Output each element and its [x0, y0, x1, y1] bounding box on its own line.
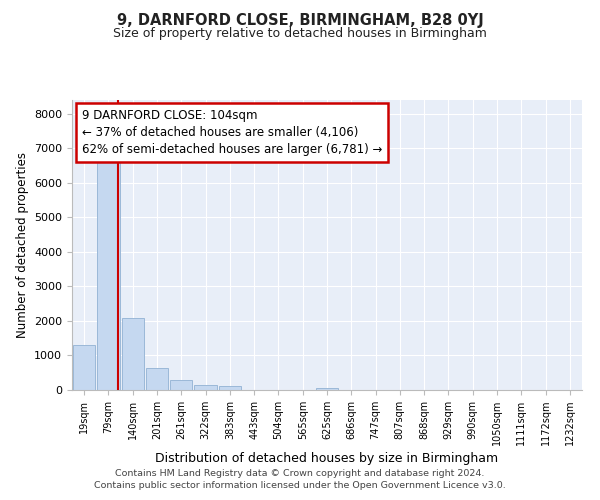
Bar: [316, 388, 338, 390]
Bar: [73, 345, 95, 390]
Bar: [97, 162, 119, 390]
Bar: [218, 386, 241, 390]
Text: 9 DARNFORD CLOSE: 104sqm
← 37% of detached houses are smaller (4,106)
62% of sem: 9 DARNFORD CLOSE: 104sqm ← 37% of detach…: [82, 108, 383, 156]
Bar: [170, 380, 193, 390]
Text: Contains HM Land Registry data © Crown copyright and database right 2024.
Contai: Contains HM Land Registry data © Crown c…: [94, 468, 506, 490]
Bar: [194, 385, 217, 390]
Y-axis label: Number of detached properties: Number of detached properties: [16, 152, 29, 338]
X-axis label: Distribution of detached houses by size in Birmingham: Distribution of detached houses by size …: [155, 452, 499, 465]
Text: 9, DARNFORD CLOSE, BIRMINGHAM, B28 0YJ: 9, DARNFORD CLOSE, BIRMINGHAM, B28 0YJ: [116, 12, 484, 28]
Text: Size of property relative to detached houses in Birmingham: Size of property relative to detached ho…: [113, 28, 487, 40]
Bar: [146, 368, 168, 390]
Bar: [122, 318, 144, 390]
